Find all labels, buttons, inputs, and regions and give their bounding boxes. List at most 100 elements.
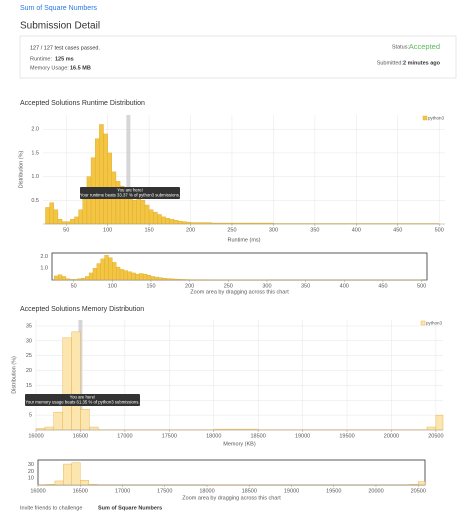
x-tick-label: 16000 [30, 488, 45, 494]
bar [62, 337, 72, 431]
plot-area [36, 320, 443, 430]
bar [136, 197, 142, 225]
status-value: Accepted [409, 42, 440, 51]
x-tick-label: 19000 [284, 488, 299, 494]
x-tick-label: 450 [393, 227, 402, 233]
bar [132, 200, 137, 225]
bar [103, 133, 108, 225]
tooltip-title: You are here! [117, 188, 143, 193]
bar [80, 408, 90, 431]
tooltip-box [25, 394, 140, 406]
page-title: Submission Detail [20, 21, 100, 32]
y-tick-label: 10 [28, 476, 34, 482]
bar [128, 195, 133, 225]
x-axis-label: Runtime (ms) [227, 237, 260, 243]
x-tick-label: 50 [63, 227, 69, 233]
y-tick-label: 30 [28, 462, 34, 468]
x-tick-label: 17500 [162, 433, 177, 439]
submitted-label: Submitted: [377, 60, 404, 66]
y-tick-label: 2.0 [31, 127, 39, 133]
bar [49, 202, 54, 225]
tests-passed: 127 / 127 test cases passed. [30, 45, 100, 51]
x-tick-label: 18500 [242, 488, 257, 494]
x-tick-label: 100 [103, 227, 112, 233]
x-tick-label: 17000 [115, 488, 130, 494]
y-axis-label: Distribution (%) [18, 151, 24, 189]
navigator-box [37, 459, 426, 486]
bar [80, 480, 89, 486]
bar [139, 273, 144, 281]
y-tick-label: 2.0 [40, 254, 48, 260]
x-tick-label: 200 [185, 283, 194, 289]
chart-title: Accepted Solutions Runtime Distribution [20, 100, 145, 107]
bar [44, 426, 54, 431]
legend-label: python3 [426, 320, 443, 325]
bar [154, 276, 159, 281]
bar [45, 207, 50, 225]
bar [54, 275, 59, 281]
bar [119, 269, 125, 281]
bar [161, 216, 166, 225]
bar [135, 273, 140, 281]
bar [150, 276, 156, 281]
bar [158, 277, 163, 281]
bar [127, 271, 132, 281]
tooltip-title: You are here! [70, 395, 96, 400]
x-tick-label: 250 [227, 227, 236, 233]
tooltip-text: Your memory usage beats 61.35 % of pytho… [25, 400, 139, 405]
bar [61, 276, 67, 281]
bar [157, 214, 162, 225]
x-tick-label: 300 [269, 227, 278, 233]
y-tick-label: 0.5 [31, 198, 39, 204]
y-tick-label: 20 [28, 469, 34, 475]
bar [71, 331, 81, 431]
bar [115, 266, 121, 281]
y-tick-label: 25 [26, 353, 32, 359]
bar [61, 221, 67, 225]
problem-link[interactable]: Sum of Square Numbers [20, 5, 98, 12]
x-tick-label: 500 [435, 227, 444, 233]
x-tick-label: 16500 [73, 488, 88, 494]
footer-text: Invite friends to challenge [20, 505, 82, 511]
x-tick-label: 19500 [326, 488, 341, 494]
bar [99, 124, 104, 225]
x-tick-label: 19000 [295, 433, 310, 439]
status-label: Status: [392, 44, 410, 50]
memory-value: 16.5 MB [70, 65, 91, 71]
x-axis-label: Memory (KB) [223, 441, 256, 447]
x-tick-label: 20500 [411, 488, 426, 494]
you-are-here-band [126, 115, 131, 224]
bar [426, 426, 437, 431]
y-tick-label: 1.0 [31, 174, 39, 180]
bar [177, 220, 183, 225]
bar [92, 268, 98, 281]
bar [57, 219, 63, 225]
tooltip-text: Your runtime beats 33.37 % of python3 su… [80, 193, 180, 198]
x-tick-label: 150 [145, 227, 154, 233]
legend-label: python3 [428, 115, 445, 120]
x-tick-label: 18000 [206, 433, 221, 439]
navigator-caption: Zoom area by dragging across this chart [190, 289, 289, 295]
bar [78, 209, 83, 225]
x-tick-label: 400 [352, 227, 361, 233]
y-tick-label: 30 [26, 338, 32, 344]
footer-problem[interactable]: Sum of Square Numbers [98, 505, 162, 511]
bar [144, 204, 150, 225]
x-tick-label: 19500 [339, 433, 354, 439]
x-tick-label: 500 [417, 283, 426, 289]
bar [53, 209, 59, 225]
y-tick-label: 5 [29, 413, 32, 419]
x-tick-label: 300 [262, 283, 271, 289]
bar [66, 221, 71, 225]
x-tick-label: 350 [310, 227, 319, 233]
bar [182, 221, 187, 225]
bar [418, 481, 426, 486]
bar [140, 200, 146, 225]
bar [123, 270, 128, 281]
bar [435, 414, 444, 431]
x-tick-label: 18000 [199, 488, 214, 494]
bar [82, 195, 88, 225]
bar [57, 274, 63, 281]
